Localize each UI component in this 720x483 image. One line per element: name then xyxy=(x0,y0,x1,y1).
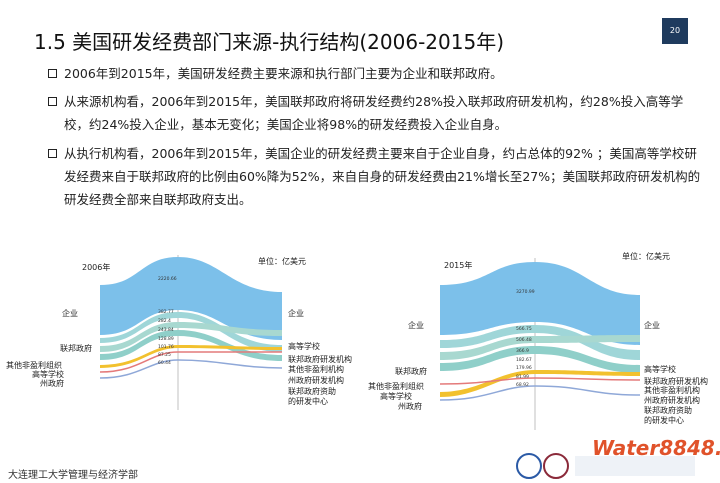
flow-value: 68.92 xyxy=(516,383,529,388)
target-label: 企业 xyxy=(644,321,660,330)
source-label: 企业 xyxy=(62,309,78,318)
target-label: 州政府研发机构 xyxy=(288,376,344,385)
bullet: 从执行机构看，2006年到2015年，美国企业的研发经费主要来自于企业自身，约占… xyxy=(48,142,704,211)
target-label: 联邦政府研发机构 xyxy=(644,377,708,386)
sankey-2006 xyxy=(99,255,283,410)
unit-label: 单位：亿美元 xyxy=(622,252,670,261)
flow-value: 60.44 xyxy=(158,361,171,366)
target-label: 联邦政府资助 xyxy=(288,387,336,396)
bullet: 2006年到2015年，美国研发经费主要来源和执行部门主要为企业和联邦政府。 xyxy=(48,62,704,85)
target-label: 的研发中心 xyxy=(644,416,684,425)
target-label: 联邦政府资助 xyxy=(644,406,692,415)
footer: 大连理工大学管理与经济学部 xyxy=(8,470,138,481)
target-label: 高等学校 xyxy=(288,342,320,351)
flow-value: 87.25 xyxy=(158,353,171,358)
bullet: 从来源机构看，2006年到2015年，美国联邦政府将研发经费约28%投入联邦政府… xyxy=(48,90,704,136)
source-label: 高等学校 xyxy=(32,370,64,379)
flow-value: 506.48 xyxy=(516,338,532,343)
flow-value: 243.84 xyxy=(158,328,174,333)
page-number: 20 xyxy=(662,18,688,44)
flow-value: 101.76 xyxy=(158,345,174,350)
title: 1.5 美国研发经费部门来源-执行结构(2006-2015年) xyxy=(34,30,504,54)
sankey-2015 xyxy=(439,258,641,430)
watermark: Water8848.com xyxy=(592,436,720,460)
unit-label: 单位：亿美元 xyxy=(258,257,306,266)
flow-value: 382.77 xyxy=(158,310,174,315)
target-label: 企业 xyxy=(288,309,304,318)
source-label: 其他非盈利组织 xyxy=(368,382,424,391)
target-label: 高等学校 xyxy=(644,365,676,374)
flow-value: 282.4 xyxy=(158,319,171,324)
target-label: 联邦政府研发机构 xyxy=(288,355,352,364)
flow-value: 3270.99 xyxy=(516,290,535,295)
flow-value: 366.9 xyxy=(516,349,529,354)
target-label: 其他非盈利机构 xyxy=(288,365,344,374)
source-label: 州政府 xyxy=(398,402,422,411)
source-label: 州政府 xyxy=(40,379,64,388)
source-label: 其他非盈利组织 xyxy=(6,361,62,370)
source-label: 企业 xyxy=(408,321,424,330)
chart-year: 2015年 xyxy=(444,261,473,270)
flow-value: 182.67 xyxy=(516,358,532,363)
flow-value: 179.96 xyxy=(516,366,532,371)
chart-year: 2006年 xyxy=(82,263,111,272)
flow-value: 2220.66 xyxy=(158,277,177,282)
target-label: 州政府研发机构 xyxy=(644,396,700,405)
target-label: 其他非盈利机构 xyxy=(644,386,700,395)
source-label: 联邦政府 xyxy=(60,344,92,353)
target-label: 的研发中心 xyxy=(288,397,328,406)
source-label: 联邦政府 xyxy=(395,367,427,376)
logos xyxy=(516,453,695,479)
flow-value: 81.99 xyxy=(516,375,529,380)
source-label: 高等学校 xyxy=(380,392,412,401)
flow-value: 566.75 xyxy=(516,327,532,332)
flow-value: 128.89 xyxy=(158,337,174,342)
